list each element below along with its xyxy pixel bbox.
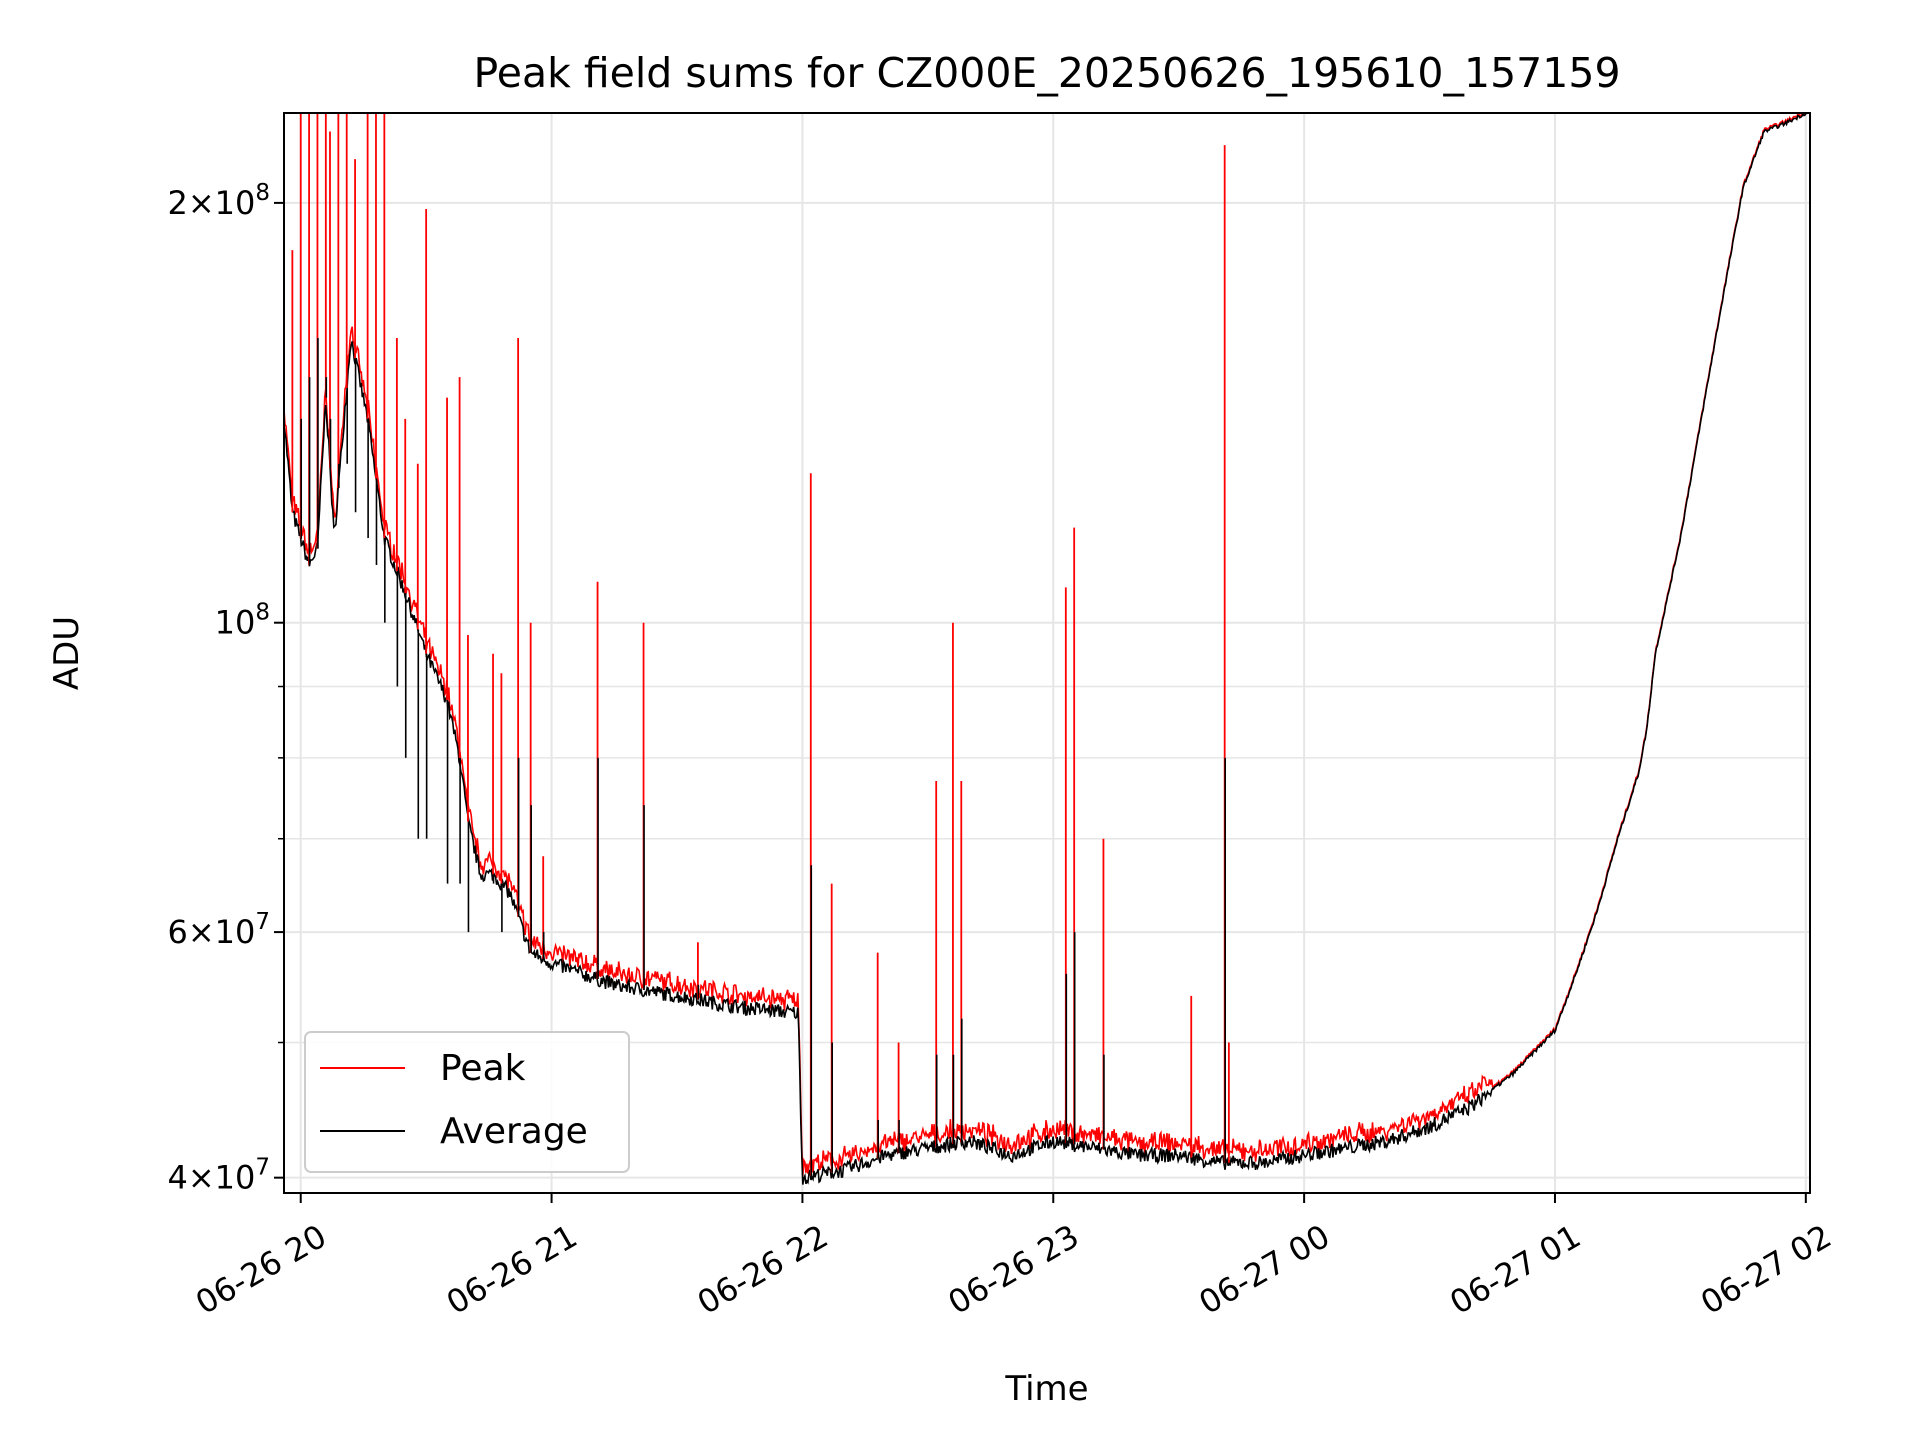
y-tick-label: 108 [215, 600, 270, 642]
legend: Peak Average [304, 1031, 630, 1173]
plot-frame [283, 112, 1811, 1194]
y-tick-label: 2×108 [167, 180, 270, 222]
series-line-average [283, 111, 1810, 1185]
legend-label-peak: Peak [440, 1048, 526, 1089]
x-axis-label: Time [1004, 1369, 1088, 1409]
y-tick-label: 4×107 [167, 1155, 270, 1197]
legend-label-average: Average [440, 1111, 588, 1152]
y-axis-label: ADU [47, 616, 87, 690]
y-tick-label: 6×107 [167, 909, 270, 951]
grid [284, 113, 1810, 1193]
chart-title: Peak field sums for CZ000E_20250626_1956… [473, 49, 1620, 97]
plot-series [283, 111, 1810, 1185]
y-axis: 4×107 6×107 108 2×108 [167, 180, 284, 1197]
